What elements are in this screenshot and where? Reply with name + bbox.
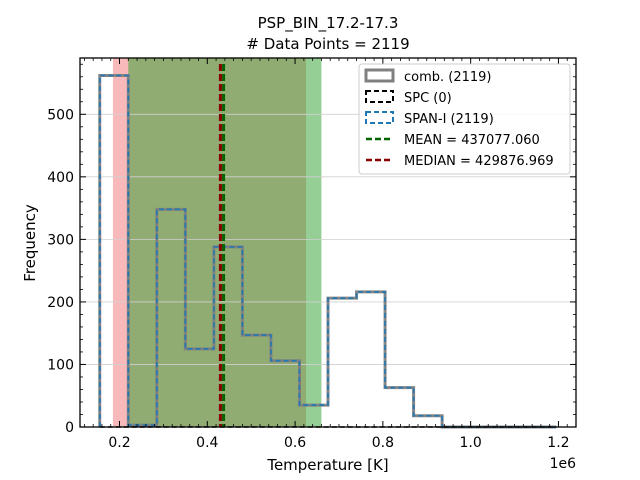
legend-box [358,63,571,175]
chart-title-line2: # Data Points = 2119 [246,35,409,53]
x-tick-label-0: 0.2 [108,435,130,451]
y-tick-label-4: 400 [47,170,74,186]
histogram-bar-s0-8 [328,298,357,427]
y-axis-label: Frequency [21,204,39,282]
histogram-bar-s0-10 [385,388,414,427]
x-tick-label-4: 1.0 [460,435,482,451]
legend-label-mean: MEAN = 437077.060 [404,133,540,148]
x-tick-label-2: 0.6 [284,435,306,451]
legend-swatch-spani [365,111,394,124]
x-tick-label-1: 0.4 [196,435,218,451]
x-tick-label-3: 0.8 [372,435,394,451]
x-axis-label: Temperature [K] [266,456,388,474]
histogram-series-2 [98,74,557,428]
legend-label-median: MEDIAN = 429876.969 [404,154,554,169]
histogram-bar-s2-9 [357,292,386,427]
plot-frame [79,57,577,428]
y-tick-label-5: 500 [47,107,74,123]
chart-title-line1: PSP_BIN_17.2-17.3 [258,14,399,33]
y-tick-label-2: 200 [47,295,74,311]
legend-swatch-comb [364,68,395,83]
legend-swatch-spc [365,90,394,103]
legend-label-comb: comb. (2119) [404,70,492,85]
legend: comb. (2119) SPC (0) SPAN-I (2119) MEAN … [358,63,571,175]
x-axis-offset: 1e6 [550,456,577,472]
y-tick-label-3: 300 [47,232,74,248]
x-tick-label-5: 1.2 [547,435,569,451]
legend-label-spani: SPAN-I (2119) [404,112,494,127]
ticks-layer: 0.2 0.4 0.6 0.8 1.0 1.2 0 100 200 300 400 500 [47,58,577,451]
y-tick-label-0: 0 [65,420,74,436]
vlines-layer [218,64,226,427]
histogram-bar-s0-9 [357,292,386,427]
histogram-bar-s2-8 [328,298,357,427]
histogram-bar-s2-10 [385,388,414,427]
legend-label-spc: SPC (0) [404,91,452,106]
y-tick-label-1: 100 [47,357,74,373]
spans-layer [112,58,322,427]
